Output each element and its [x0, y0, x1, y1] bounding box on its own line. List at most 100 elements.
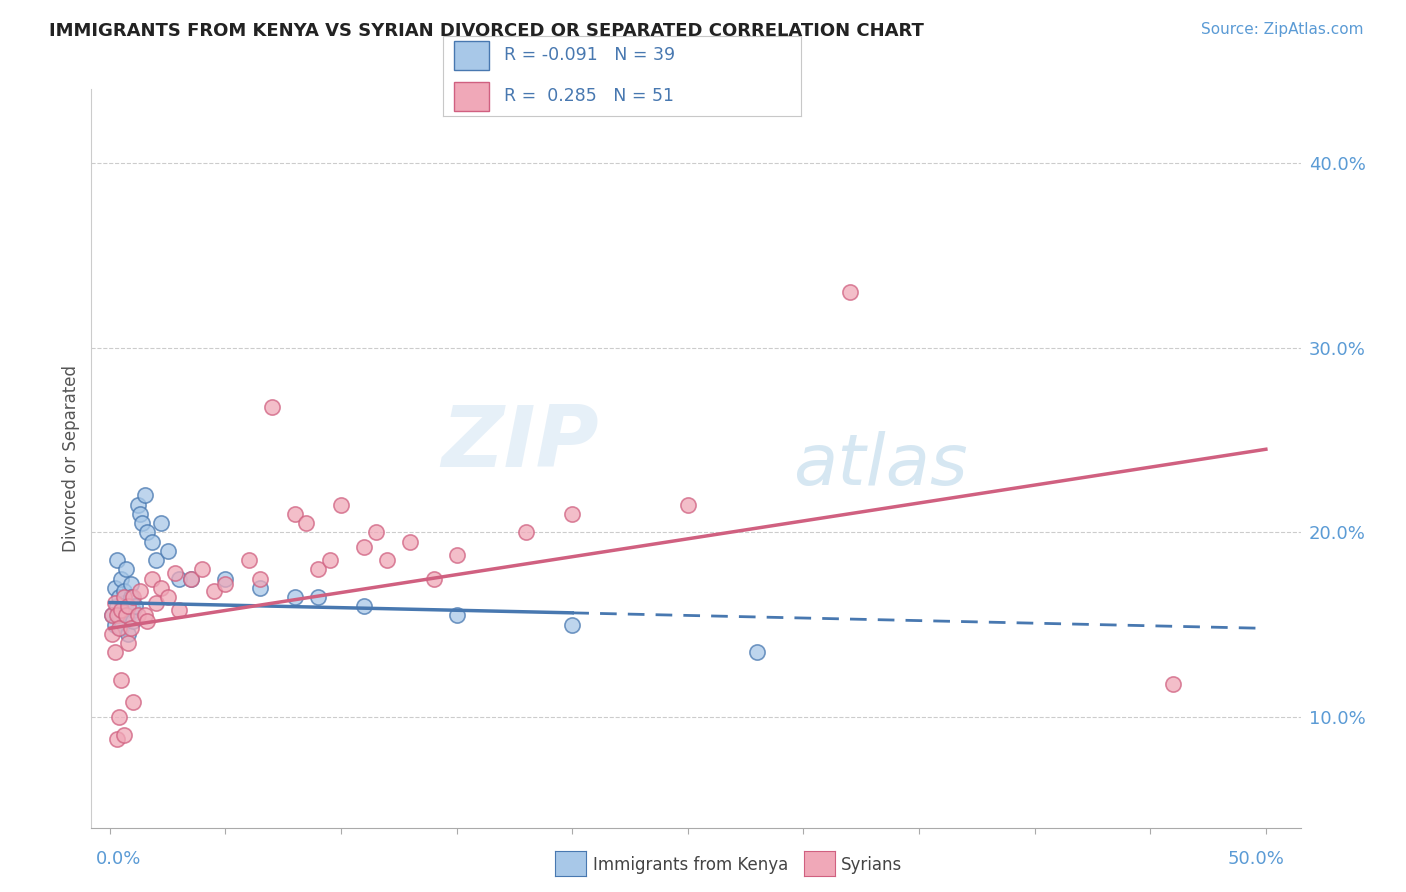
Text: ZIP: ZIP	[441, 402, 599, 485]
Point	[117, 599, 139, 614]
Point	[122, 603, 145, 617]
Point	[105, 599, 128, 614]
Point	[127, 608, 149, 623]
Point	[112, 590, 135, 604]
Text: Syrians: Syrians	[841, 856, 903, 874]
Point	[108, 621, 131, 635]
Point	[214, 572, 236, 586]
Point	[561, 507, 583, 521]
Point	[103, 645, 125, 659]
Point	[214, 577, 236, 591]
Point	[446, 548, 468, 562]
Point	[156, 543, 179, 558]
Point	[167, 572, 190, 586]
Point	[330, 498, 353, 512]
Point	[747, 645, 769, 659]
Point	[110, 673, 132, 687]
Point	[180, 572, 202, 586]
Point	[375, 553, 398, 567]
Point	[122, 695, 145, 709]
Point	[110, 621, 132, 635]
Point	[399, 534, 422, 549]
Point	[120, 577, 142, 591]
Text: Immigrants from Kenya: Immigrants from Kenya	[593, 856, 789, 874]
Point	[180, 572, 202, 586]
Text: 0.0%: 0.0%	[96, 850, 142, 868]
Point	[1163, 677, 1185, 691]
Y-axis label: Divorced or Separated: Divorced or Separated	[62, 365, 80, 552]
Point	[156, 590, 179, 604]
Text: Source: ZipAtlas.com: Source: ZipAtlas.com	[1201, 22, 1364, 37]
Point	[249, 572, 271, 586]
Point	[122, 614, 145, 628]
Point	[117, 636, 139, 650]
Point	[108, 710, 131, 724]
Text: atlas: atlas	[793, 432, 967, 500]
Point	[117, 627, 139, 641]
Point	[120, 590, 142, 604]
Point	[167, 603, 190, 617]
Point	[284, 507, 307, 521]
Point	[124, 599, 146, 614]
Point	[103, 617, 125, 632]
Point	[115, 608, 138, 623]
Point	[112, 595, 135, 609]
Point	[145, 595, 167, 609]
Point	[117, 608, 139, 623]
Text: R = -0.091   N = 39: R = -0.091 N = 39	[503, 46, 675, 64]
Point	[127, 498, 149, 512]
Point	[561, 617, 583, 632]
Point	[141, 572, 163, 586]
Text: IMMIGRANTS FROM KENYA VS SYRIAN DIVORCED OR SEPARATED CORRELATION CHART: IMMIGRANTS FROM KENYA VS SYRIAN DIVORCED…	[49, 22, 924, 40]
Point	[191, 562, 214, 576]
Point	[838, 285, 860, 300]
Point	[676, 498, 699, 512]
Text: 50.0%: 50.0%	[1227, 850, 1284, 868]
Point	[105, 553, 128, 567]
Point	[149, 516, 172, 530]
Point	[422, 572, 444, 586]
Point	[134, 488, 156, 502]
Point	[103, 581, 125, 595]
Point	[318, 553, 340, 567]
Point	[135, 525, 157, 540]
Bar	[454, 82, 489, 111]
Point	[163, 566, 186, 580]
Point	[295, 516, 318, 530]
Point	[515, 525, 537, 540]
Point	[284, 590, 307, 604]
Point	[202, 584, 225, 599]
Point	[110, 572, 132, 586]
Point	[108, 590, 131, 604]
Point	[105, 608, 128, 623]
Point	[260, 400, 283, 414]
Point	[134, 608, 156, 623]
Point	[101, 627, 124, 641]
Point	[249, 581, 271, 595]
Point	[353, 599, 375, 614]
Point	[145, 553, 167, 567]
Point	[112, 728, 135, 742]
Point	[149, 581, 172, 595]
Point	[105, 732, 128, 747]
Point	[129, 507, 152, 521]
Point	[103, 595, 125, 609]
Point	[129, 584, 152, 599]
Point	[110, 603, 132, 617]
Point	[353, 540, 375, 554]
Point	[141, 534, 163, 549]
Point	[364, 525, 387, 540]
Point	[446, 608, 468, 623]
Point	[101, 608, 124, 623]
Point	[122, 590, 145, 604]
Text: R =  0.285   N = 51: R = 0.285 N = 51	[503, 87, 673, 105]
Point	[112, 584, 135, 599]
Point	[131, 516, 153, 530]
Point	[307, 562, 329, 576]
Point	[115, 603, 138, 617]
Bar	[454, 41, 489, 70]
Point	[135, 614, 157, 628]
Point	[120, 621, 142, 635]
Point	[238, 553, 260, 567]
Point	[115, 562, 138, 576]
